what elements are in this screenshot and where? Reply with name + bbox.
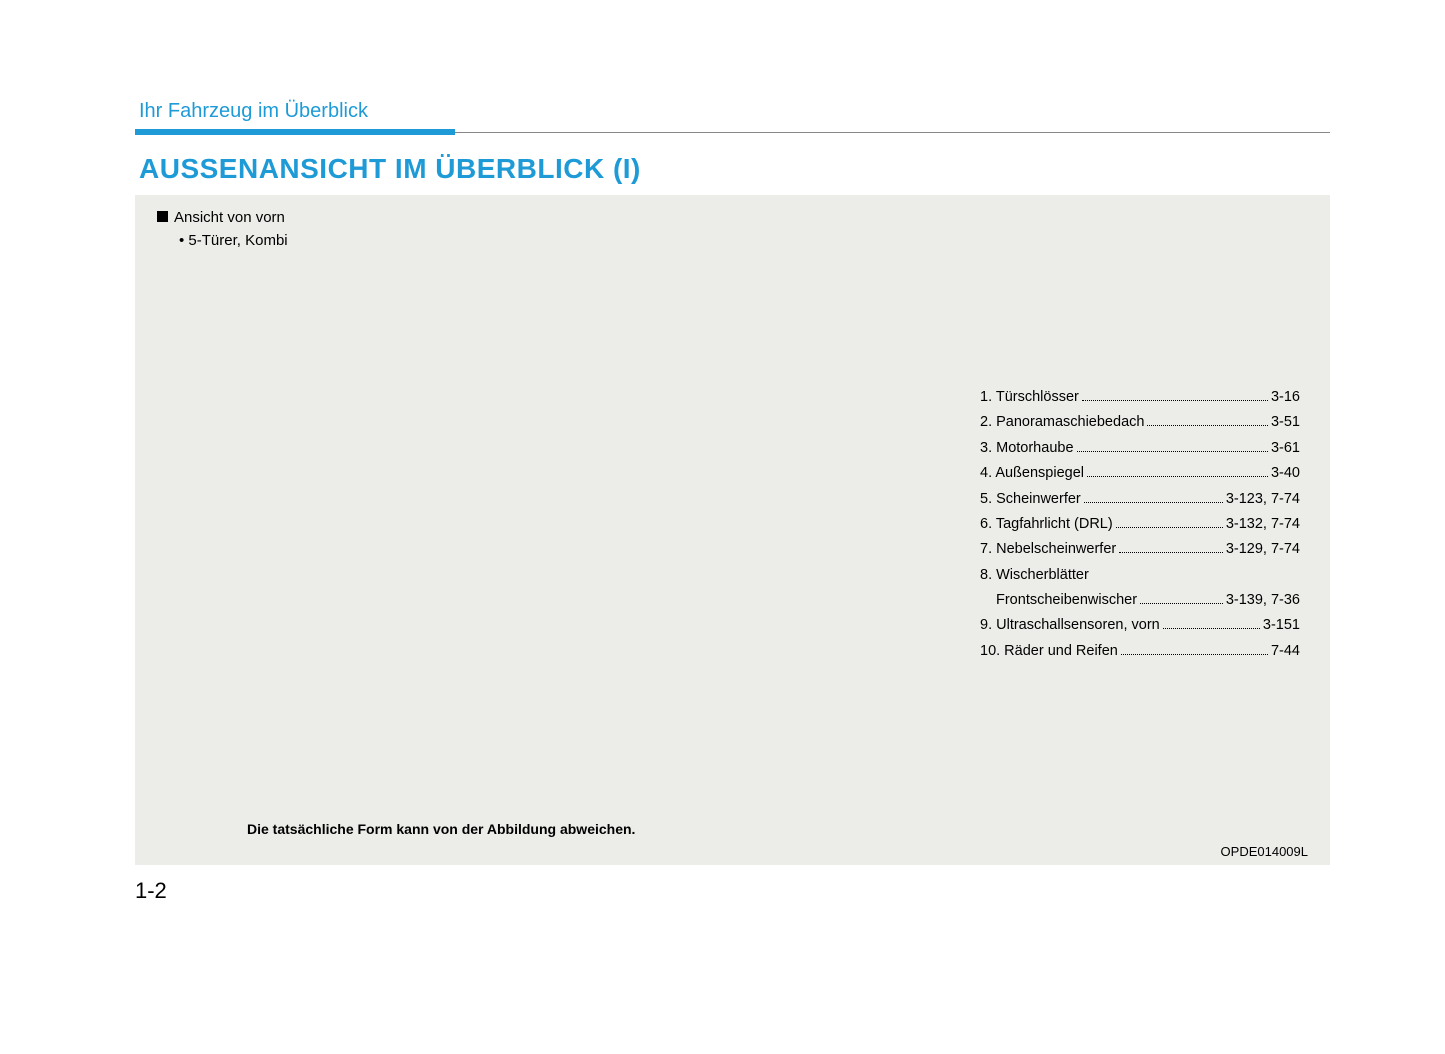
view-header: Ansicht von vorn • 5-Türer, Kombi <box>157 207 1308 252</box>
toc-label: 9. Ultraschallsensoren, vorn <box>980 613 1160 638</box>
toc-row: 9. Ultraschallsensoren, vorn 3-151 <box>980 613 1300 638</box>
rule-thick <box>135 129 455 135</box>
toc-dots <box>1116 527 1223 528</box>
toc-list: 1. Türschlösser3-162. Panoramaschiebedac… <box>980 385 1300 664</box>
toc-page: 3-51 <box>1271 410 1300 435</box>
page-title: AUSSENANSICHT IM ÜBERBLICK (I) <box>139 153 1330 185</box>
toc-page: 3-40 <box>1271 461 1300 486</box>
toc-dots <box>1077 451 1268 452</box>
toc-page: 3-129, 7-74 <box>1226 537 1300 562</box>
toc-dots <box>1121 654 1268 655</box>
content-box: Ansicht von vorn • 5-Türer, Kombi 1. Tür… <box>135 195 1330 865</box>
toc-row: 8. Wischerblätter <box>980 563 1300 588</box>
toc-page: 3-151 <box>1263 613 1300 638</box>
toc-label: Frontscheibenwischer <box>996 588 1137 613</box>
toc-row: 4. Außenspiegel 3-40 <box>980 461 1300 486</box>
toc-label: 6. Tagfahrlicht (DRL) <box>980 512 1113 537</box>
toc-label: 4. Außenspiegel <box>980 461 1084 486</box>
section-label: Ihr Fahrzeug im Überblick <box>139 100 1330 123</box>
header-rule <box>135 129 1330 135</box>
toc-row: 2. Panoramaschiebedach 3-51 <box>980 410 1300 435</box>
view-label: Ansicht von vorn <box>174 209 285 226</box>
square-bullet-icon <box>157 211 168 222</box>
image-code: OPDE014009L <box>1221 844 1308 859</box>
toc-label: 1. Türschlösser <box>980 385 1079 410</box>
toc-page: 7-44 <box>1271 639 1300 664</box>
toc-page: 3-132, 7-74 <box>1226 512 1300 537</box>
toc-page: 3-61 <box>1271 436 1300 461</box>
toc-dots <box>1119 552 1223 553</box>
toc-page: 3-139, 7-36 <box>1226 588 1300 613</box>
toc-row: 5. Scheinwerfer 3-123, 7-74 <box>980 487 1300 512</box>
toc-page: 3-16 <box>1271 385 1300 410</box>
toc-dots <box>1084 502 1223 503</box>
toc-dots <box>1087 476 1268 477</box>
toc-row: 7. Nebelscheinwerfer 3-129, 7-74 <box>980 537 1300 562</box>
toc-dots <box>1147 425 1268 426</box>
toc-label: 5. Scheinwerfer <box>980 487 1081 512</box>
toc-dots <box>1140 603 1223 604</box>
toc-label: 8. Wischerblätter <box>980 563 1089 588</box>
toc-label: 7. Nebelscheinwerfer <box>980 537 1116 562</box>
header-section: Ihr Fahrzeug im Überblick <box>135 100 1330 135</box>
toc-dots <box>1082 400 1268 401</box>
toc-row: 3. Motorhaube 3-61 <box>980 436 1300 461</box>
toc-label: 2. Panoramaschiebedach <box>980 410 1144 435</box>
toc-label: 3. Motorhaube <box>980 436 1074 461</box>
toc-row: 1. Türschlösser 3-16 <box>980 385 1300 410</box>
rule-thin <box>455 132 1330 133</box>
toc-label: 10. Räder und Reifen <box>980 639 1118 664</box>
toc-row: Frontscheibenwischer 3-139, 7-36 <box>980 588 1300 613</box>
toc-dots <box>1163 628 1260 629</box>
toc-page: 3-123, 7-74 <box>1226 487 1300 512</box>
toc-row: 10. Räder und Reifen 7-44 <box>980 639 1300 664</box>
view-sub: • 5-Türer, Kombi <box>179 230 1308 253</box>
page-number: 1-2 <box>135 878 167 904</box>
caption: Die tatsächliche Form kann von der Abbil… <box>247 821 635 837</box>
toc-row: 6. Tagfahrlicht (DRL) 3-132, 7-74 <box>980 512 1300 537</box>
